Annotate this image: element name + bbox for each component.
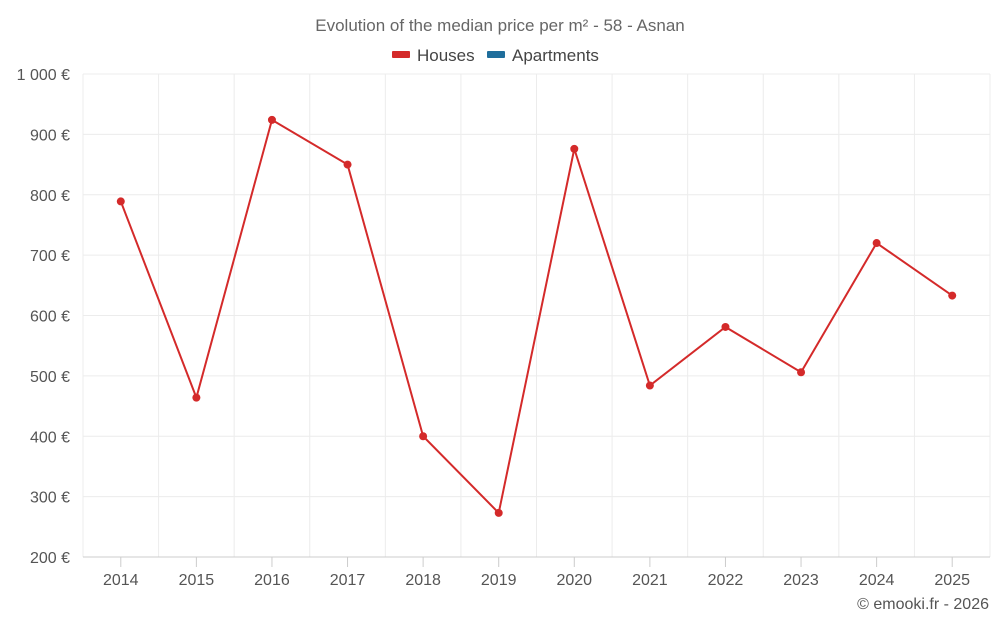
- series-layer: [116, 115, 957, 517]
- y-tick-label: 200 €: [30, 550, 70, 567]
- legend-item-apartments[interactable]: Apartments: [487, 46, 599, 65]
- x-tick-label: 2019: [481, 572, 517, 589]
- x-tick-label: 2017: [330, 572, 366, 589]
- y-tick-label: 500 €: [30, 369, 70, 386]
- y-tick-label: 400 €: [30, 429, 70, 446]
- data-point-houses[interactable]: [797, 368, 806, 377]
- y-tick-label: 800 €: [30, 188, 70, 205]
- y-tick-label: 1 000 €: [17, 67, 70, 84]
- y-tick-label: 900 €: [30, 127, 70, 144]
- y-tick-label: 700 €: [30, 248, 70, 265]
- y-tick-label: 600 €: [30, 309, 70, 326]
- x-axis-ticks: [120, 557, 953, 567]
- legend-label-houses: Houses: [417, 46, 475, 65]
- data-point-houses[interactable]: [419, 432, 428, 441]
- x-tick-label: 2023: [783, 572, 819, 589]
- chart-title: Evolution of the median price per m² - 5…: [315, 16, 684, 35]
- y-axis-labels: 200 € 300 € 400 € 500 € 600 € 700 € 800 € 900 €…: [17, 67, 70, 567]
- data-point-houses[interactable]: [494, 508, 503, 517]
- legend-swatch-houses: [392, 51, 410, 58]
- x-tick-label: 2018: [405, 572, 441, 589]
- data-point-houses[interactable]: [267, 115, 276, 124]
- x-tick-label: 2015: [179, 572, 215, 589]
- data-point-houses[interactable]: [570, 144, 579, 153]
- x-tick-label: 2021: [632, 572, 668, 589]
- credit-text: © emooki.fr - 2026: [857, 596, 989, 613]
- data-point-houses[interactable]: [948, 291, 957, 300]
- data-point-houses[interactable]: [872, 239, 881, 248]
- data-point-houses[interactable]: [721, 322, 730, 331]
- data-point-houses[interactable]: [645, 381, 654, 390]
- x-axis-labels: 2014 2015 2016 2017 2018 2019 2020 2021 2022 2023…: [103, 572, 970, 589]
- legend-item-houses[interactable]: Houses: [392, 46, 475, 65]
- data-point-houses[interactable]: [343, 160, 352, 169]
- x-tick-label: 2016: [254, 572, 290, 589]
- legend-swatch-apartments: [487, 51, 505, 58]
- x-tick-label: 2022: [708, 572, 744, 589]
- series-line-houses: [119, 118, 953, 515]
- x-tick-label: 2024: [859, 572, 895, 589]
- x-tick-label: 2020: [556, 572, 592, 589]
- x-tick-label: 2025: [934, 572, 970, 589]
- data-point-houses[interactable]: [116, 197, 125, 206]
- data-point-houses[interactable]: [192, 393, 201, 402]
- x-tick-label: 2014: [103, 572, 139, 589]
- y-tick-label: 300 €: [30, 490, 70, 507]
- chart-legend: Houses Apartments: [392, 46, 599, 65]
- legend-label-apartments: Apartments: [512, 46, 599, 65]
